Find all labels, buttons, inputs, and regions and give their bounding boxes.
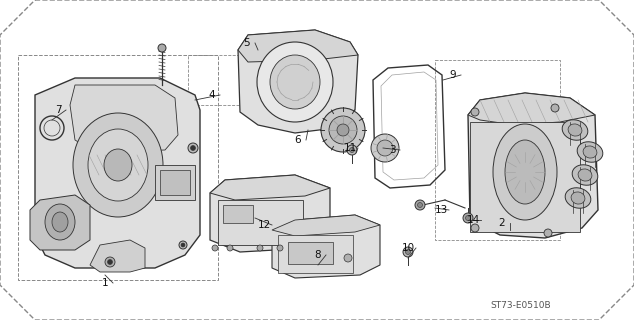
Polygon shape [30, 195, 90, 250]
Circle shape [418, 203, 422, 207]
Polygon shape [90, 240, 145, 272]
Polygon shape [210, 175, 330, 252]
Ellipse shape [562, 120, 588, 140]
Ellipse shape [45, 204, 75, 240]
Circle shape [403, 247, 413, 257]
Polygon shape [238, 30, 358, 62]
Text: 1: 1 [101, 278, 108, 288]
Ellipse shape [88, 129, 148, 201]
Circle shape [471, 108, 479, 116]
Circle shape [181, 243, 185, 247]
Text: 12: 12 [257, 220, 271, 230]
Circle shape [347, 145, 357, 155]
Circle shape [551, 104, 559, 112]
Polygon shape [35, 78, 200, 268]
Bar [288, 242, 333, 264]
Text: 8: 8 [314, 250, 321, 260]
Ellipse shape [572, 165, 598, 185]
Text: 3: 3 [389, 145, 396, 155]
Circle shape [277, 245, 283, 251]
Circle shape [227, 245, 233, 251]
Bar [470, 122, 580, 232]
Text: ST73-E0510B: ST73-E0510B [490, 300, 550, 309]
Circle shape [188, 143, 198, 153]
Polygon shape [468, 93, 598, 238]
Ellipse shape [577, 142, 603, 162]
Polygon shape [272, 215, 380, 236]
Bar [218, 200, 303, 245]
Circle shape [465, 215, 470, 220]
Ellipse shape [583, 146, 597, 158]
Polygon shape [238, 30, 358, 133]
Circle shape [105, 257, 115, 267]
Ellipse shape [505, 140, 545, 204]
Circle shape [179, 241, 187, 249]
Circle shape [415, 200, 425, 210]
Polygon shape [210, 175, 330, 200]
Circle shape [212, 245, 218, 251]
Circle shape [257, 245, 263, 251]
Ellipse shape [257, 42, 333, 122]
Circle shape [463, 213, 473, 223]
Ellipse shape [493, 124, 557, 220]
Ellipse shape [73, 113, 163, 217]
Circle shape [344, 254, 352, 262]
Ellipse shape [568, 124, 582, 136]
Text: 14: 14 [467, 215, 480, 225]
Text: 7: 7 [55, 105, 61, 115]
Text: 10: 10 [401, 243, 415, 253]
Circle shape [190, 146, 195, 150]
Ellipse shape [52, 212, 68, 232]
Text: 5: 5 [243, 38, 250, 48]
Text: 9: 9 [450, 70, 456, 80]
Circle shape [371, 134, 399, 162]
Text: 4: 4 [209, 90, 216, 100]
Circle shape [337, 124, 349, 136]
Circle shape [377, 140, 393, 156]
Text: 2: 2 [499, 218, 505, 228]
Polygon shape [70, 85, 178, 152]
Circle shape [406, 250, 410, 254]
Ellipse shape [270, 55, 320, 109]
Text: 11: 11 [344, 143, 356, 153]
Polygon shape [272, 215, 380, 278]
Polygon shape [468, 93, 595, 125]
Bar [160, 170, 190, 195]
Circle shape [471, 224, 479, 232]
Circle shape [108, 260, 112, 265]
Ellipse shape [565, 188, 591, 208]
Circle shape [329, 116, 357, 144]
Circle shape [349, 148, 354, 153]
Ellipse shape [571, 192, 585, 204]
Bar [155, 165, 195, 200]
Circle shape [544, 229, 552, 237]
Text: 6: 6 [295, 135, 301, 145]
Bar [223, 205, 253, 223]
Ellipse shape [578, 169, 592, 181]
Bar [278, 235, 353, 273]
Ellipse shape [104, 149, 132, 181]
Text: 13: 13 [434, 205, 448, 215]
Circle shape [158, 44, 166, 52]
Circle shape [321, 108, 365, 152]
